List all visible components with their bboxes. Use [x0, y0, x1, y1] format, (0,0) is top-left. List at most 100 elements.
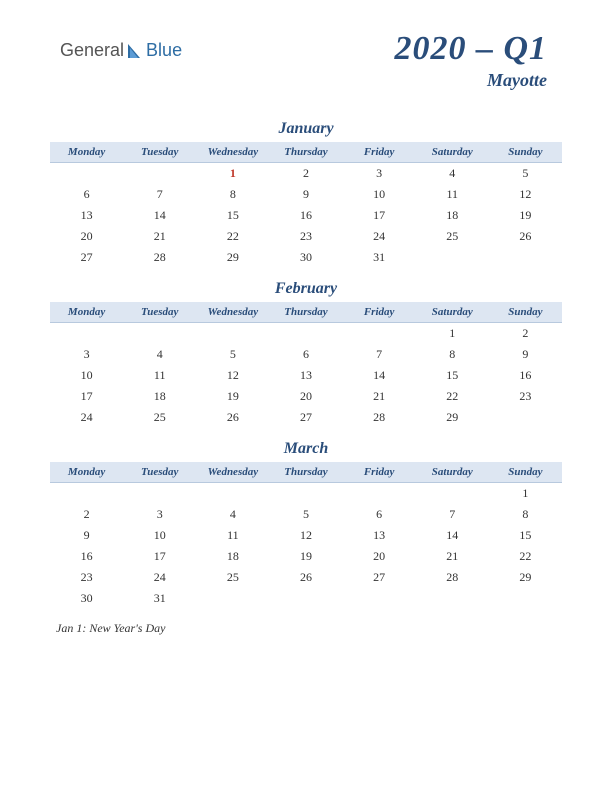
- calendar-cell: 7: [416, 504, 489, 525]
- calendar-cell: [196, 588, 269, 609]
- day-header: Sunday: [489, 142, 562, 163]
- calendar-cell: 24: [343, 226, 416, 247]
- calendar-cell: 8: [416, 344, 489, 365]
- calendar-cell: [489, 588, 562, 609]
- calendar-row: 12345: [50, 163, 562, 185]
- calendar-cell: 19: [489, 205, 562, 226]
- calendar-cell: 28: [343, 407, 416, 428]
- calendar-cell: 16: [269, 205, 342, 226]
- calendar-row: 10111213141516: [50, 365, 562, 386]
- calendar-cell: 7: [123, 184, 196, 205]
- calendar-cell: [343, 323, 416, 345]
- calendar-row: 3456789: [50, 344, 562, 365]
- calendar-cell: 22: [196, 226, 269, 247]
- day-header: Sunday: [489, 302, 562, 323]
- calendar-cell: 9: [269, 184, 342, 205]
- calendar-cell: 18: [416, 205, 489, 226]
- calendar-cell: 22: [416, 386, 489, 407]
- day-header: Wednesday: [196, 142, 269, 163]
- calendar-cell: 11: [416, 184, 489, 205]
- calendar-cell: 1: [196, 163, 269, 185]
- day-header: Thursday: [269, 142, 342, 163]
- calendar-cell: [196, 483, 269, 505]
- calendar-table: MondayTuesdayWednesdayThursdayFridaySatu…: [50, 142, 562, 268]
- calendar-cell: 14: [343, 365, 416, 386]
- calendar-cell: 23: [50, 567, 123, 588]
- calendars-container: JanuaryMondayTuesdayWednesdayThursdayFri…: [50, 120, 562, 609]
- calendar-row: 13141516171819: [50, 205, 562, 226]
- calendar-cell: 21: [123, 226, 196, 247]
- calendar-cell: 13: [269, 365, 342, 386]
- calendar-cell: [123, 323, 196, 345]
- calendar-row: 3031: [50, 588, 562, 609]
- calendar-cell: 13: [50, 205, 123, 226]
- calendar-cell: 25: [416, 226, 489, 247]
- calendar-cell: 10: [343, 184, 416, 205]
- logo-text-blue: Blue: [146, 40, 182, 61]
- calendar-cell: [50, 323, 123, 345]
- calendar-cell: 15: [196, 205, 269, 226]
- calendar-cell: 5: [196, 344, 269, 365]
- calendar-cell: 25: [123, 407, 196, 428]
- calendar-cell: 12: [269, 525, 342, 546]
- calendar-cell: 6: [269, 344, 342, 365]
- calendar-cell: [416, 483, 489, 505]
- calendar-cell: 6: [50, 184, 123, 205]
- day-header: Friday: [343, 302, 416, 323]
- calendar-cell: 20: [50, 226, 123, 247]
- day-header: Tuesday: [123, 462, 196, 483]
- calendar-cell: 27: [50, 247, 123, 268]
- month-name: March: [50, 440, 562, 458]
- calendar-row: 2728293031: [50, 247, 562, 268]
- calendar-cell: 10: [123, 525, 196, 546]
- calendar-cell: [489, 407, 562, 428]
- calendar-cell: 4: [196, 504, 269, 525]
- calendar-cell: 4: [123, 344, 196, 365]
- calendar-cell: 12: [489, 184, 562, 205]
- calendar-cell: 26: [196, 407, 269, 428]
- calendar-cell: [123, 163, 196, 185]
- calendar-cell: 30: [50, 588, 123, 609]
- day-header: Tuesday: [123, 302, 196, 323]
- day-header: Friday: [343, 462, 416, 483]
- calendar-cell: 20: [343, 546, 416, 567]
- calendar-cell: [269, 483, 342, 505]
- calendar-cell: 2: [269, 163, 342, 185]
- calendar-cell: 11: [123, 365, 196, 386]
- day-header: Monday: [50, 142, 123, 163]
- logo-sail-icon: [126, 42, 144, 60]
- calendar-cell: 19: [269, 546, 342, 567]
- month-name: February: [50, 280, 562, 298]
- day-header: Thursday: [269, 462, 342, 483]
- day-header: Wednesday: [196, 302, 269, 323]
- calendar-cell: 29: [196, 247, 269, 268]
- month-name: January: [50, 120, 562, 138]
- calendar-cell: [269, 323, 342, 345]
- calendar-cell: 18: [123, 386, 196, 407]
- calendar-cell: [416, 588, 489, 609]
- calendar-table: MondayTuesdayWednesdayThursdayFridaySatu…: [50, 302, 562, 428]
- calendar-row: 6789101112: [50, 184, 562, 205]
- calendar-cell: 3: [343, 163, 416, 185]
- logo: General Blue: [60, 40, 182, 61]
- calendar-cell: 10: [50, 365, 123, 386]
- holiday-notes: Jan 1: New Year's Day: [50, 621, 562, 636]
- day-header: Friday: [343, 142, 416, 163]
- day-header: Saturday: [416, 142, 489, 163]
- calendar-cell: 18: [196, 546, 269, 567]
- day-header: Monday: [50, 462, 123, 483]
- calendar-cell: 15: [489, 525, 562, 546]
- calendar-cell: 27: [343, 567, 416, 588]
- calendar-cell: [196, 323, 269, 345]
- day-header: Sunday: [489, 462, 562, 483]
- calendar-cell: [50, 163, 123, 185]
- calendar-cell: 8: [196, 184, 269, 205]
- page-subtitle: Mayotte: [394, 70, 547, 91]
- calendar-cell: [343, 588, 416, 609]
- calendar-cell: 19: [196, 386, 269, 407]
- calendar-cell: 24: [50, 407, 123, 428]
- calendar-row: 16171819202122: [50, 546, 562, 567]
- calendar-cell: 28: [416, 567, 489, 588]
- calendar-cell: [123, 483, 196, 505]
- calendar-cell: 26: [489, 226, 562, 247]
